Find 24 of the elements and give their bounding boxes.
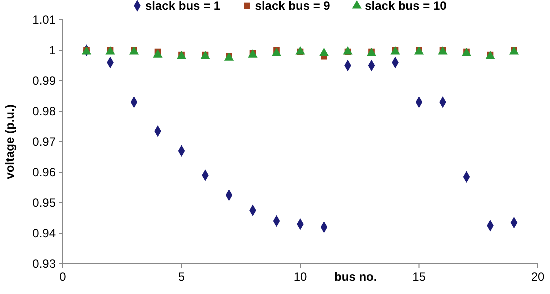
x-tick-label: 5: [178, 270, 186, 284]
y-tick-label: 0.94: [32, 226, 56, 241]
point: [319, 48, 330, 56]
point: [272, 48, 282, 56]
point: [153, 50, 163, 58]
legend-label: slack bus = 9: [255, 0, 331, 13]
y-tick-label: 1: [49, 44, 56, 58]
x-tick-label: 20: [531, 270, 545, 284]
point: [343, 46, 353, 55]
y-axis-title: voltage (p.u.): [3, 104, 17, 180]
x-tick-label: 10: [294, 270, 308, 284]
legend-label: slack bus = 10: [365, 0, 448, 13]
y-tick-label: 0.99: [32, 74, 56, 88]
y-tick-label: 0.98: [32, 104, 56, 119]
x-tick-label: 0: [60, 270, 67, 284]
y-tick-label: 0.95: [32, 196, 56, 210]
legend-label: slack bus = 1: [146, 0, 221, 13]
y-tick-label: 0.97: [32, 135, 56, 150]
y-tick-label: 0.96: [32, 166, 56, 180]
x-tick-label: 15: [412, 270, 426, 284]
x-axis-title: bus no.: [334, 270, 378, 284]
point: [296, 46, 306, 55]
y-tick-label: 1.01: [32, 13, 56, 28]
y-tick-label: 0.93: [32, 257, 56, 272]
